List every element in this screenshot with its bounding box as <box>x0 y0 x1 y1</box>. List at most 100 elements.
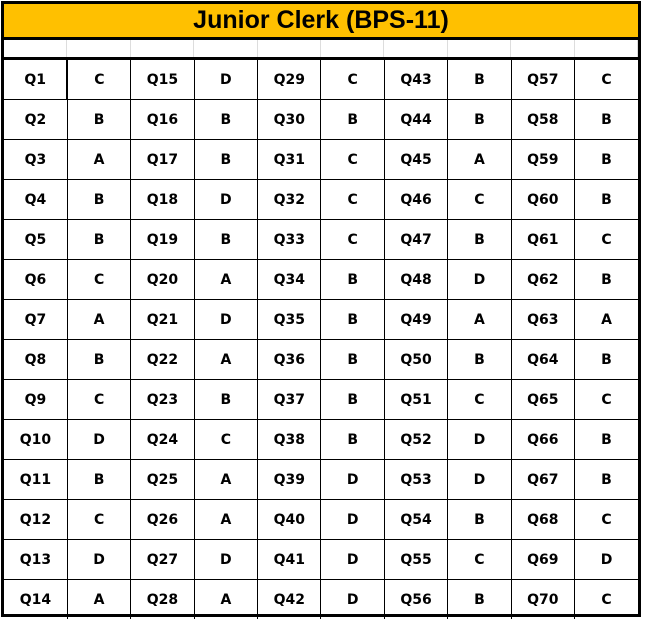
answer-cell[interactable]: A <box>193 339 259 380</box>
question-number-cell[interactable]: Q60 <box>510 179 576 220</box>
answer-cell[interactable]: A <box>193 499 259 540</box>
answer-cell[interactable]: A <box>193 579 259 619</box>
question-number-cell[interactable]: Q5 <box>4 219 68 260</box>
answer-cell[interactable]: B <box>447 499 512 540</box>
answer-cell[interactable]: A <box>66 299 132 340</box>
question-number-cell[interactable]: Q42 <box>257 579 322 619</box>
answer-cell[interactable]: C <box>574 60 638 100</box>
question-number-cell[interactable]: Q6 <box>4 259 68 300</box>
question-number-cell[interactable]: Q65 <box>510 379 576 420</box>
question-number-cell[interactable]: Q3 <box>4 139 68 180</box>
question-number-cell[interactable]: Q66 <box>510 419 576 460</box>
question-number-cell[interactable]: Q39 <box>257 459 322 500</box>
question-number-cell[interactable]: Q8 <box>4 339 68 380</box>
answer-cell[interactable]: B <box>574 339 638 380</box>
answer-cell[interactable]: C <box>447 379 512 420</box>
answer-cell[interactable]: D <box>574 539 638 580</box>
question-number-cell[interactable]: Q29 <box>257 60 322 100</box>
question-number-cell[interactable]: Q31 <box>257 139 322 180</box>
answer-cell[interactable]: B <box>320 99 385 140</box>
question-number-cell[interactable]: Q61 <box>510 219 576 260</box>
question-number-cell[interactable]: Q59 <box>510 139 576 180</box>
question-number-cell[interactable]: Q21 <box>130 299 195 340</box>
question-number-cell[interactable]: Q28 <box>130 579 195 619</box>
answer-cell[interactable]: A <box>447 299 512 340</box>
answer-cell[interactable]: C <box>66 259 132 300</box>
answer-cell[interactable]: B <box>66 179 132 220</box>
answer-cell[interactable]: C <box>66 60 132 100</box>
question-number-cell[interactable]: Q68 <box>510 499 576 540</box>
answer-cell[interactable]: A <box>193 459 259 500</box>
question-number-cell[interactable]: Q45 <box>383 139 449 180</box>
question-number-cell[interactable]: Q36 <box>257 339 322 380</box>
answer-cell[interactable]: D <box>320 539 385 580</box>
question-number-cell[interactable]: Q38 <box>257 419 322 460</box>
answer-cell[interactable]: A <box>574 299 638 340</box>
answer-cell[interactable]: B <box>66 219 132 260</box>
answer-cell[interactable]: B <box>66 339 132 380</box>
answer-cell[interactable]: C <box>66 379 132 420</box>
question-number-cell[interactable]: Q58 <box>510 99 576 140</box>
answer-cell[interactable]: D <box>447 459 512 500</box>
answer-cell[interactable]: D <box>193 60 259 100</box>
answer-cell[interactable]: B <box>447 219 512 260</box>
answer-cell[interactable]: C <box>447 179 512 220</box>
question-number-cell[interactable]: Q26 <box>130 499 195 540</box>
question-number-cell[interactable]: Q64 <box>510 339 576 380</box>
answer-cell[interactable]: B <box>447 60 512 100</box>
answer-cell[interactable]: B <box>574 459 638 500</box>
question-number-cell[interactable]: Q20 <box>130 259 195 300</box>
answer-cell[interactable]: D <box>320 579 385 619</box>
question-number-cell[interactable]: Q17 <box>130 139 195 180</box>
answer-cell[interactable]: B <box>320 339 385 380</box>
question-number-cell[interactable]: Q30 <box>257 99 322 140</box>
question-number-cell[interactable]: Q55 <box>383 539 449 580</box>
question-number-cell[interactable]: Q15 <box>130 60 195 100</box>
question-number-cell[interactable]: Q54 <box>383 499 449 540</box>
question-number-cell[interactable]: Q33 <box>257 219 322 260</box>
question-number-cell[interactable]: Q37 <box>257 379 322 420</box>
question-number-cell[interactable]: Q40 <box>257 499 322 540</box>
answer-cell[interactable]: B <box>193 379 259 420</box>
answer-cell[interactable]: D <box>66 419 132 460</box>
question-number-cell[interactable]: Q47 <box>383 219 449 260</box>
answer-cell[interactable]: C <box>320 139 385 180</box>
answer-cell[interactable]: B <box>66 99 132 140</box>
question-number-cell[interactable]: Q11 <box>4 459 68 500</box>
answer-cell[interactable]: B <box>574 259 638 300</box>
question-number-cell[interactable]: Q16 <box>130 99 195 140</box>
question-number-cell[interactable]: Q48 <box>383 259 449 300</box>
question-number-cell[interactable]: Q13 <box>4 539 68 580</box>
question-number-cell[interactable]: Q49 <box>383 299 449 340</box>
question-number-cell[interactable]: Q25 <box>130 459 195 500</box>
question-number-cell[interactable]: Q57 <box>510 60 576 100</box>
question-number-cell[interactable]: Q24 <box>130 419 195 460</box>
question-number-cell[interactable]: Q2 <box>4 99 68 140</box>
answer-cell[interactable]: A <box>66 579 132 619</box>
answer-cell[interactable]: B <box>66 459 132 500</box>
answer-cell[interactable]: B <box>447 99 512 140</box>
question-number-cell[interactable]: Q22 <box>130 339 195 380</box>
question-number-cell[interactable]: Q70 <box>510 579 576 619</box>
answer-cell[interactable]: D <box>193 539 259 580</box>
question-number-cell[interactable]: Q9 <box>4 379 68 420</box>
answer-cell[interactable]: B <box>193 219 259 260</box>
answer-cell[interactable]: B <box>320 379 385 420</box>
answer-cell[interactable]: B <box>574 139 638 180</box>
question-number-cell[interactable]: Q14 <box>4 579 68 619</box>
question-number-cell[interactable]: Q46 <box>383 179 449 220</box>
answer-cell[interactable]: B <box>574 419 638 460</box>
answer-cell[interactable]: C <box>574 499 638 540</box>
question-number-cell[interactable]: Q50 <box>383 339 449 380</box>
answer-cell[interactable]: B <box>447 339 512 380</box>
question-number-cell[interactable]: Q62 <box>510 259 576 300</box>
answer-cell[interactable]: C <box>574 379 638 420</box>
answer-cell[interactable]: C <box>574 219 638 260</box>
answer-cell[interactable]: A <box>447 139 512 180</box>
answer-cell[interactable]: C <box>193 419 259 460</box>
answer-cell[interactable]: C <box>574 579 638 619</box>
question-number-cell[interactable]: Q18 <box>130 179 195 220</box>
question-number-cell[interactable]: Q35 <box>257 299 322 340</box>
answer-cell[interactable]: C <box>447 539 512 580</box>
question-number-cell[interactable]: Q4 <box>4 179 68 220</box>
